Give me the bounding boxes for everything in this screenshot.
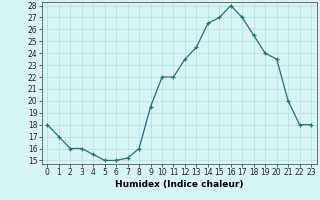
X-axis label: Humidex (Indice chaleur): Humidex (Indice chaleur)	[115, 180, 244, 189]
